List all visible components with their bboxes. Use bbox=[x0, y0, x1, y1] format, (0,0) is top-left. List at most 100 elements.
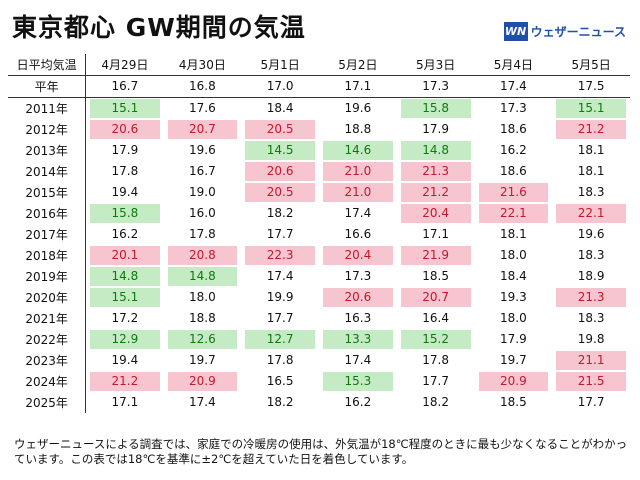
table-row: 2012年 20.6 20.7 20.5 18.8 17.9 18.6 21.2 bbox=[8, 119, 630, 140]
table-row: 2011年 15.1 17.6 18.4 19.6 15.8 17.3 15.1 bbox=[8, 97, 630, 119]
cell-value: 18.5 bbox=[422, 269, 449, 283]
table-cell: 18.9 bbox=[552, 266, 630, 287]
cell-value: 14.8 bbox=[90, 267, 160, 286]
table-cell-cold: 14.5 bbox=[241, 140, 319, 161]
cell-value: 17.7 bbox=[266, 311, 294, 325]
cell-value: 17.7 bbox=[422, 374, 449, 388]
cell-value: 20.4 bbox=[323, 246, 393, 265]
cell-value: 19.6 bbox=[344, 101, 372, 115]
cell-value: 17.8 bbox=[422, 353, 449, 367]
year-label: 2021年 bbox=[8, 308, 87, 329]
table-cell-hot: 21.2 bbox=[397, 182, 475, 203]
cell-value: 21.0 bbox=[323, 183, 393, 202]
cell-value: 22.3 bbox=[245, 246, 315, 265]
table-cell: 18.8 bbox=[164, 308, 242, 329]
table-cell: 17.1 bbox=[86, 392, 164, 413]
table-cell: 17.4 bbox=[319, 203, 397, 224]
cell-value: 17.6 bbox=[189, 101, 216, 115]
table-cell: 19.3 bbox=[475, 287, 553, 308]
normal-cell: 17.4 bbox=[474, 75, 553, 98]
cell-value: 19.4 bbox=[111, 353, 139, 367]
normal-row: 平年 16.7 16.8 17.0 17.1 17.3 17.4 17.5 bbox=[8, 75, 630, 98]
cell-value: 12.9 bbox=[90, 330, 160, 349]
table-cell: 17.9 bbox=[397, 119, 475, 140]
table-cell-hot: 20.4 bbox=[319, 245, 397, 266]
cell-value: 17.3 bbox=[500, 101, 527, 115]
cell-value: 21.9 bbox=[400, 246, 471, 265]
cell-value: 17.3 bbox=[422, 79, 449, 93]
table-cell-hot: 22.1 bbox=[475, 203, 553, 224]
cell-value: 20.7 bbox=[400, 288, 471, 307]
cell-value: 13.3 bbox=[323, 330, 393, 349]
cell-value: 20.4 bbox=[400, 204, 471, 223]
cell-value: 20.8 bbox=[167, 246, 238, 265]
table-cell: 17.4 bbox=[319, 350, 397, 371]
table-cell: 18.1 bbox=[552, 140, 630, 161]
cell-value: 15.8 bbox=[400, 99, 471, 118]
year-label: 2018年 bbox=[8, 245, 87, 266]
table-cell-cold: 14.6 bbox=[319, 140, 397, 161]
footnote: ウェザーニュースによる調査では、家庭での冷暖房の使用は、外気温が18℃程度のとき… bbox=[14, 437, 628, 466]
column-header: 5月5日 bbox=[552, 54, 630, 76]
column-header: 4月30日 bbox=[163, 54, 242, 76]
table-row: 2013年 17.9 19.6 14.5 14.6 14.8 16.2 18.1 bbox=[8, 140, 630, 161]
brand-logo-group: WN ウェザーニュース bbox=[503, 22, 626, 41]
cell-value: 22.1 bbox=[478, 204, 549, 223]
year-label: 2017年 bbox=[8, 224, 87, 245]
year-label: 2013年 bbox=[8, 140, 87, 161]
table-cell: 19.6 bbox=[164, 140, 242, 161]
cell-value: 15.8 bbox=[90, 204, 160, 223]
normal-cell: 17.0 bbox=[241, 75, 319, 98]
cell-value: 18.3 bbox=[577, 248, 605, 262]
table-row: 2016年 15.8 16.0 18.2 17.4 20.4 22.1 22.1 bbox=[8, 203, 630, 224]
table-cell: 19.8 bbox=[552, 329, 630, 350]
normal-cell: 16.7 bbox=[85, 75, 164, 98]
cell-value: 16.2 bbox=[344, 395, 372, 409]
table-row: 2014年 17.8 16.7 20.6 21.0 21.3 18.6 18.1 bbox=[8, 161, 630, 182]
table-cell: 17.8 bbox=[397, 350, 475, 371]
table-cell-hot: 21.6 bbox=[475, 182, 553, 203]
table-cell: 17.9 bbox=[475, 329, 553, 350]
cell-value: 17.8 bbox=[266, 353, 294, 367]
cell-value: 17.4 bbox=[266, 269, 294, 283]
table-row: 2023年 19.4 19.7 17.8 17.4 17.8 19.7 21.1 bbox=[8, 350, 630, 371]
cell-value: 18.4 bbox=[500, 269, 527, 283]
table-row: 2015年 19.4 19.0 20.5 21.0 21.2 21.6 18.3 bbox=[8, 182, 630, 203]
cell-value: 17.7 bbox=[266, 227, 294, 241]
weathernews-logo-icon: WN bbox=[503, 22, 528, 41]
cell-value: 20.9 bbox=[167, 372, 238, 391]
cell-value: 16.7 bbox=[189, 164, 216, 178]
year-label: 2012年 bbox=[8, 119, 87, 140]
table-cell-cold: 15.2 bbox=[397, 329, 475, 350]
table-cell: 17.1 bbox=[397, 224, 475, 245]
table-cell: 17.2 bbox=[86, 308, 164, 329]
cell-value: 20.5 bbox=[245, 183, 315, 202]
cell-value: 21.6 bbox=[478, 183, 549, 202]
cell-value: 19.4 bbox=[111, 185, 139, 199]
year-label: 2025年 bbox=[8, 392, 87, 413]
cell-value: 15.1 bbox=[90, 99, 160, 118]
table-cell-hot: 20.4 bbox=[397, 203, 475, 224]
table-cell: 18.6 bbox=[475, 119, 553, 140]
normal-label: 平年 bbox=[8, 75, 87, 98]
cell-value: 18.0 bbox=[500, 248, 527, 262]
table-cell-hot: 21.2 bbox=[552, 119, 630, 140]
cell-value: 20.6 bbox=[90, 120, 160, 139]
cell-value: 17.0 bbox=[266, 79, 294, 93]
year-label: 2022年 bbox=[8, 329, 87, 350]
table-cell-cold: 13.3 bbox=[319, 329, 397, 350]
column-header: 5月3日 bbox=[396, 54, 475, 76]
cell-value: 18.2 bbox=[266, 395, 294, 409]
table-cell-hot: 20.6 bbox=[319, 287, 397, 308]
brand-name: ウェザーニュース bbox=[530, 25, 626, 39]
table-cell: 18.0 bbox=[164, 287, 242, 308]
column-header: 5月2日 bbox=[319, 54, 397, 76]
table-cell: 16.5 bbox=[241, 371, 319, 392]
table-cell-hot: 21.2 bbox=[86, 371, 164, 392]
table-cell: 18.4 bbox=[475, 266, 553, 287]
table-cell: 18.1 bbox=[552, 161, 630, 182]
header-row: 日平均気温 4月29日 4月30日 5月1日 5月2日 5月3日 5月4日 5月… bbox=[8, 54, 630, 76]
cell-value: 18.8 bbox=[344, 122, 372, 136]
table-cell: 19.4 bbox=[86, 350, 164, 371]
cell-value: 18.3 bbox=[577, 185, 605, 199]
